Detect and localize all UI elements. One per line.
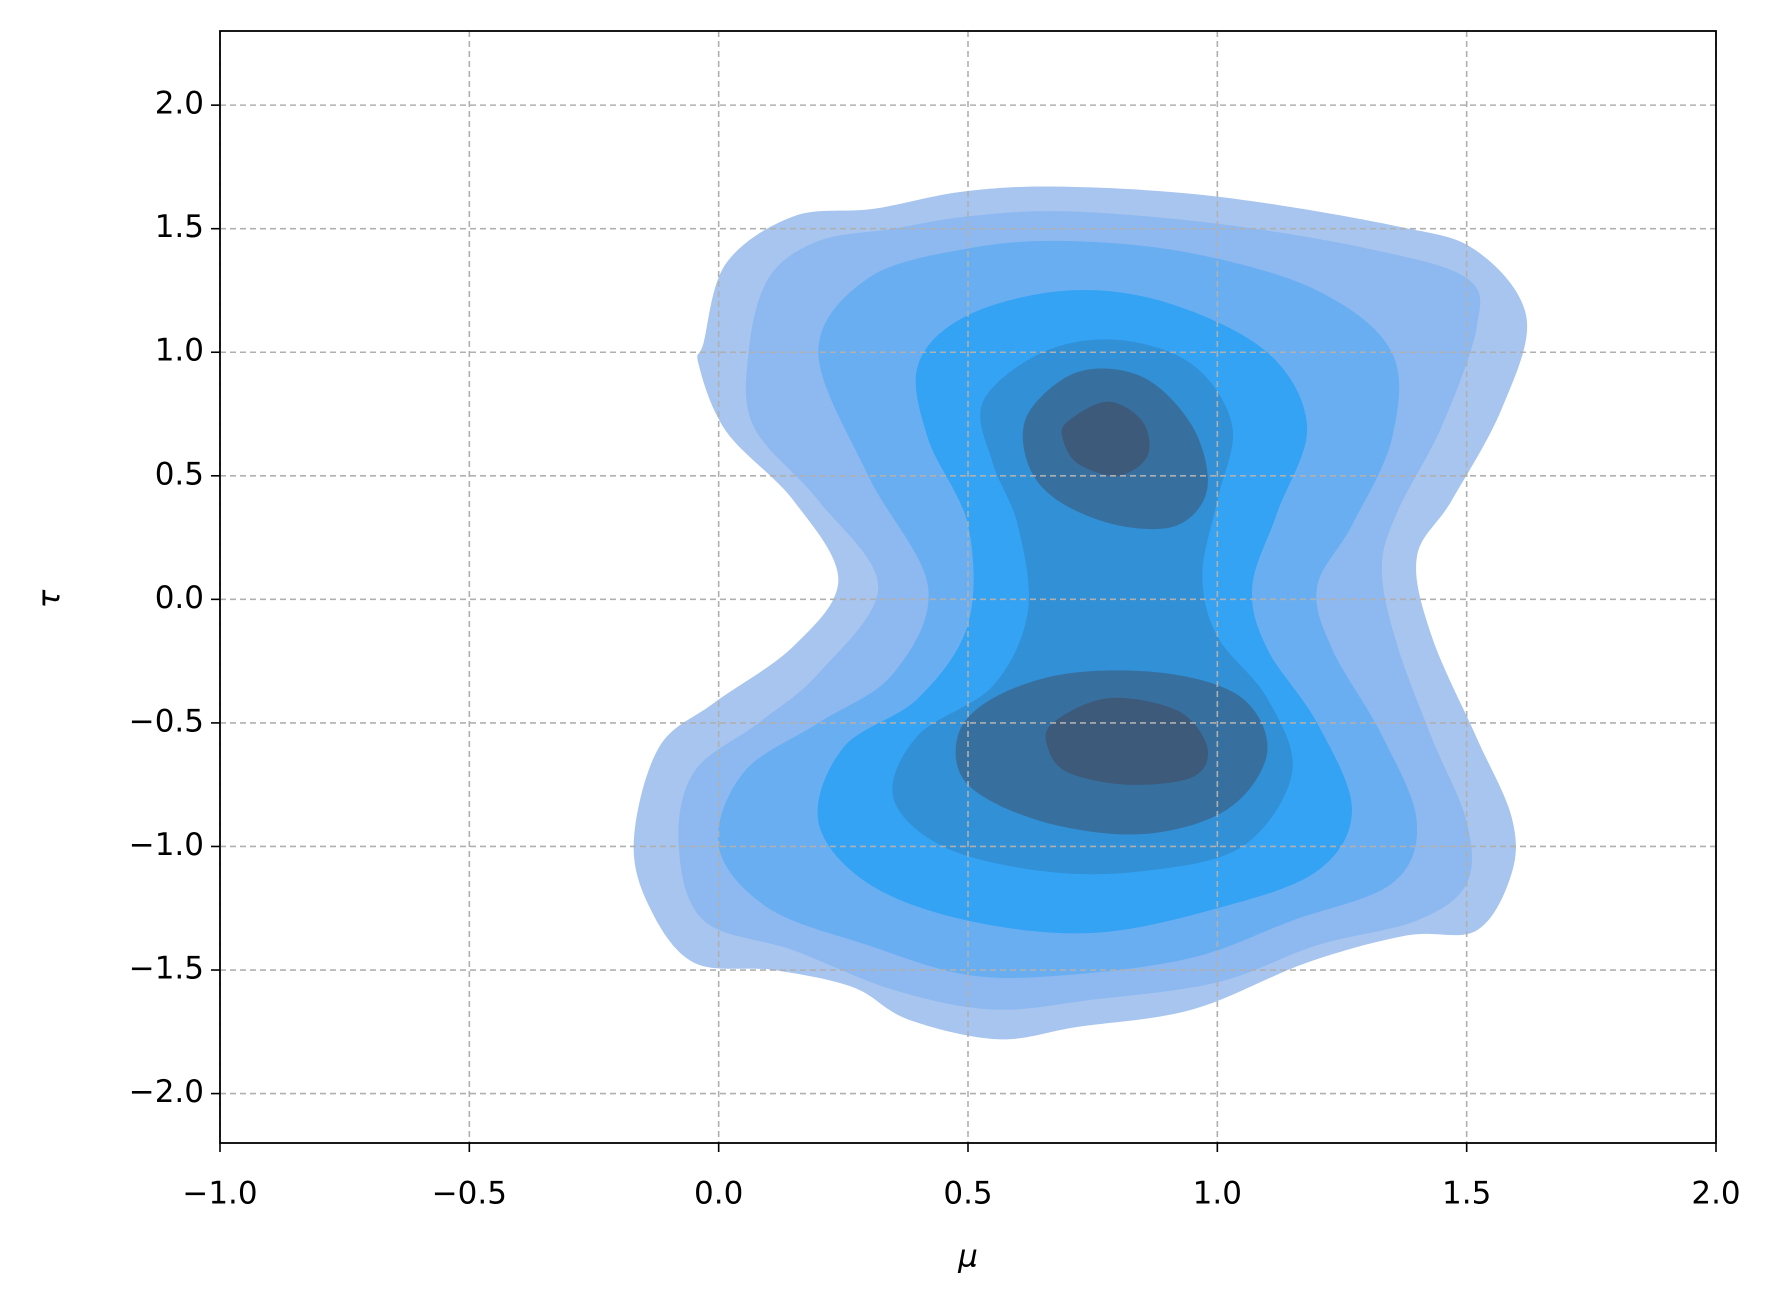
y-tick-label: 0.0 [155,580,204,616]
x-tick-label: 1.5 [1442,1176,1491,1212]
plot-area [633,186,1528,1040]
density-contour [1061,401,1150,476]
y-tick-label: 1.0 [155,333,204,369]
y-tick-label: −1.5 [129,951,204,987]
x-tick-label: 2.0 [1691,1176,1740,1212]
y-tick-label: 1.5 [155,209,204,245]
y-tick-label: 0.5 [155,456,204,492]
x-tick-label: 1.0 [1193,1176,1242,1212]
plot-frame [219,30,1717,1144]
y-tick-label: −2.0 [129,1074,204,1110]
y-axis-label: τ [32,589,68,608]
y-tick-label: 2.0 [155,86,204,122]
x-tick-label: −1.0 [182,1176,257,1212]
x-tick-label: −0.5 [432,1176,507,1212]
density-contour [1045,697,1209,785]
x-axis-label: μ [957,1239,978,1275]
y-tick-label: −0.5 [129,703,204,739]
y-tick-label: −1.0 [129,827,204,863]
x-tick-label: 0.5 [943,1176,992,1212]
x-tick-label: 0.0 [694,1176,743,1212]
